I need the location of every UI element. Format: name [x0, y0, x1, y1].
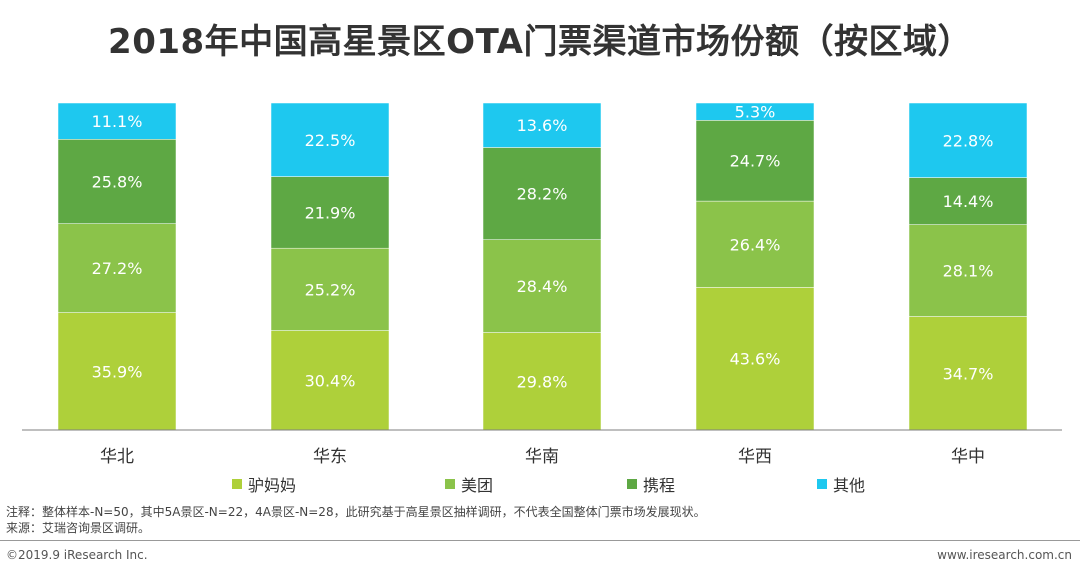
bar-segment-携程-华南: [482, 147, 602, 240]
data-label: 14.4%: [943, 192, 994, 211]
bar-segment-驴妈妈-华北: [57, 312, 177, 431]
legend-item: 驴妈妈: [232, 472, 296, 496]
data-label: 21.9%: [305, 203, 356, 222]
data-label: 35.9%: [92, 362, 143, 381]
notes-line: 注释：整体样本-N=50，其中5A景区-N=22，4A景区-N=28，此研究基于…: [6, 505, 706, 519]
legend-label: 驴妈妈: [248, 476, 297, 495]
data-label: 29.8%: [517, 372, 568, 391]
data-label: 28.1%: [943, 262, 994, 281]
legend-item: 美团: [445, 472, 493, 496]
data-label: 43.6%: [730, 350, 781, 369]
legend-swatch: [445, 479, 455, 489]
bar-segment-美团-华西: [695, 200, 815, 288]
bar-segment-其他-华东: [270, 102, 390, 177]
legend-item: 其他: [817, 472, 865, 496]
bar-segment-其他-华中: [908, 102, 1028, 178]
legend-label: 其他: [833, 476, 866, 495]
data-label: 25.2%: [305, 280, 356, 299]
notes: 注释：整体样本-N=50，其中5A景区-N=22，4A景区-N=28，此研究基于…: [6, 504, 706, 536]
legend-item: 携程: [627, 472, 675, 496]
source-line: 来源：艾瑞咨询景区调研。: [6, 521, 151, 535]
x-tick-label: 华北: [100, 447, 134, 467]
x-tick-label: 华西: [738, 447, 772, 467]
data-label: 22.8%: [943, 131, 994, 150]
data-label: 34.7%: [943, 364, 994, 383]
bar-segment-携程-华北: [57, 139, 177, 224]
chart-title: 2018年中国高星景区OTA门票渠道市场份额（按区域）: [108, 22, 972, 62]
bar-segment-携程-华西: [695, 120, 815, 202]
footer-copyright: ©2019.9 iResearch Inc.: [6, 548, 148, 562]
data-label: 27.2%: [92, 259, 143, 278]
bar-segment-其他-华南: [482, 102, 602, 148]
data-label: 24.7%: [730, 152, 781, 171]
data-label: 25.8%: [92, 172, 143, 191]
bar-segment-美团-华东: [270, 247, 390, 331]
bar-segment-驴妈妈-华西: [695, 287, 815, 431]
legend-label: 携程: [643, 476, 676, 495]
legend-label: 美团: [461, 476, 494, 495]
data-label: 26.4%: [730, 235, 781, 254]
data-label: 30.4%: [305, 371, 356, 390]
data-label: 28.2%: [517, 185, 568, 204]
data-label: 11.1%: [92, 112, 143, 131]
stacked-bar-chart: 35.9% 27.2% 25.8% 11.1% 30.4% 25.2% 21.9% 22.5%…: [22, 102, 1062, 467]
bar-segment-驴妈妈-华南: [482, 332, 602, 431]
data-label: 13.6%: [517, 116, 568, 135]
bar-segment-其他-华西: [695, 102, 815, 121]
x-tick-label: 华南: [525, 447, 559, 467]
x-tick-label: 华东: [313, 447, 347, 467]
bar-segment-携程-华东: [270, 176, 390, 249]
footer-divider: [0, 540, 1080, 541]
data-label: 22.5%: [305, 131, 356, 150]
bar-segment-驴妈妈-华中: [908, 316, 1028, 431]
data-label: 28.4%: [517, 277, 568, 296]
bar-segment-其他-华北: [57, 102, 177, 140]
bar-segment-美团-华南: [482, 239, 602, 333]
legend-swatch: [232, 479, 242, 489]
legend: 驴妈妈 美团 携程 其他: [0, 472, 1080, 496]
legend-swatch: [627, 479, 637, 489]
x-tick-label: 华中: [951, 447, 985, 467]
data-label: 5.3%: [735, 103, 776, 122]
legend-swatch: [817, 479, 827, 489]
bar-segment-美团-华中: [908, 224, 1028, 317]
footer-website: www.iresearch.com.cn: [937, 548, 1072, 562]
